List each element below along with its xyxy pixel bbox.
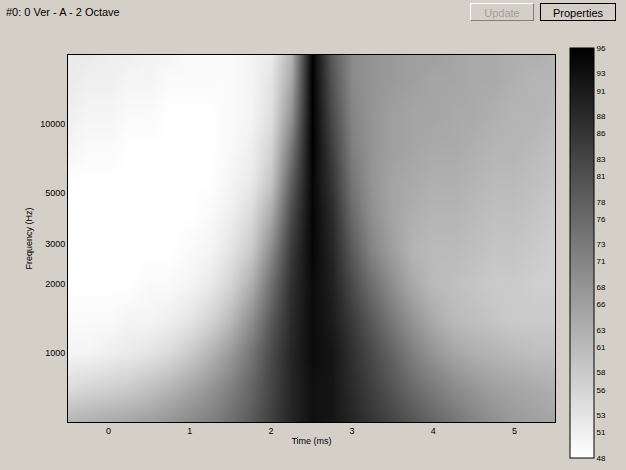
svg-text:3: 3 bbox=[350, 426, 355, 436]
svg-text:83: 83 bbox=[597, 155, 606, 164]
svg-text:2: 2 bbox=[268, 426, 273, 436]
html-text:Properties: Properties bbox=[552, 7, 604, 19]
svg-text:61: 61 bbox=[597, 343, 606, 352]
svg-text:4: 4 bbox=[431, 426, 436, 436]
svg-text:71: 71 bbox=[597, 257, 606, 266]
svg-text:66: 66 bbox=[597, 300, 606, 309]
svg-text:5000: 5000 bbox=[45, 188, 65, 198]
svg-text:1: 1 bbox=[187, 426, 192, 436]
svg-text:53: 53 bbox=[597, 411, 606, 420]
html-text:#0: 0 Ver - A - 2 Octave: #0: 0 Ver - A - 2 Octave bbox=[6, 6, 120, 18]
html-text:Update: Update bbox=[484, 7, 520, 19]
svg-text:Time (ms): Time (ms) bbox=[291, 436, 331, 446]
svg-text:68: 68 bbox=[597, 283, 606, 292]
svg-text:10000: 10000 bbox=[40, 119, 65, 129]
svg-text:81: 81 bbox=[597, 172, 606, 181]
svg-text:91: 91 bbox=[597, 87, 606, 96]
svg-text:73: 73 bbox=[597, 240, 606, 249]
svg-text:1000: 1000 bbox=[45, 348, 65, 358]
svg-text:88: 88 bbox=[597, 112, 606, 121]
svg-text:93: 93 bbox=[597, 69, 606, 78]
svg-text:86: 86 bbox=[597, 129, 606, 138]
svg-text:Frequency (Hz): Frequency (Hz) bbox=[24, 207, 34, 269]
svg-text:76: 76 bbox=[597, 215, 606, 224]
svg-text:78: 78 bbox=[597, 198, 606, 207]
svg-text:48: 48 bbox=[597, 454, 606, 463]
svg-text:5: 5 bbox=[512, 426, 517, 436]
svg-text:0: 0 bbox=[106, 426, 111, 436]
svg-text:56: 56 bbox=[597, 385, 606, 394]
svg-text:96: 96 bbox=[597, 44, 606, 53]
svg-text:58: 58 bbox=[597, 368, 606, 377]
svg-text:51: 51 bbox=[597, 428, 606, 437]
svg-text:63: 63 bbox=[597, 326, 606, 335]
svg-text:2000: 2000 bbox=[45, 279, 65, 289]
svg-text:3000: 3000 bbox=[45, 239, 65, 249]
